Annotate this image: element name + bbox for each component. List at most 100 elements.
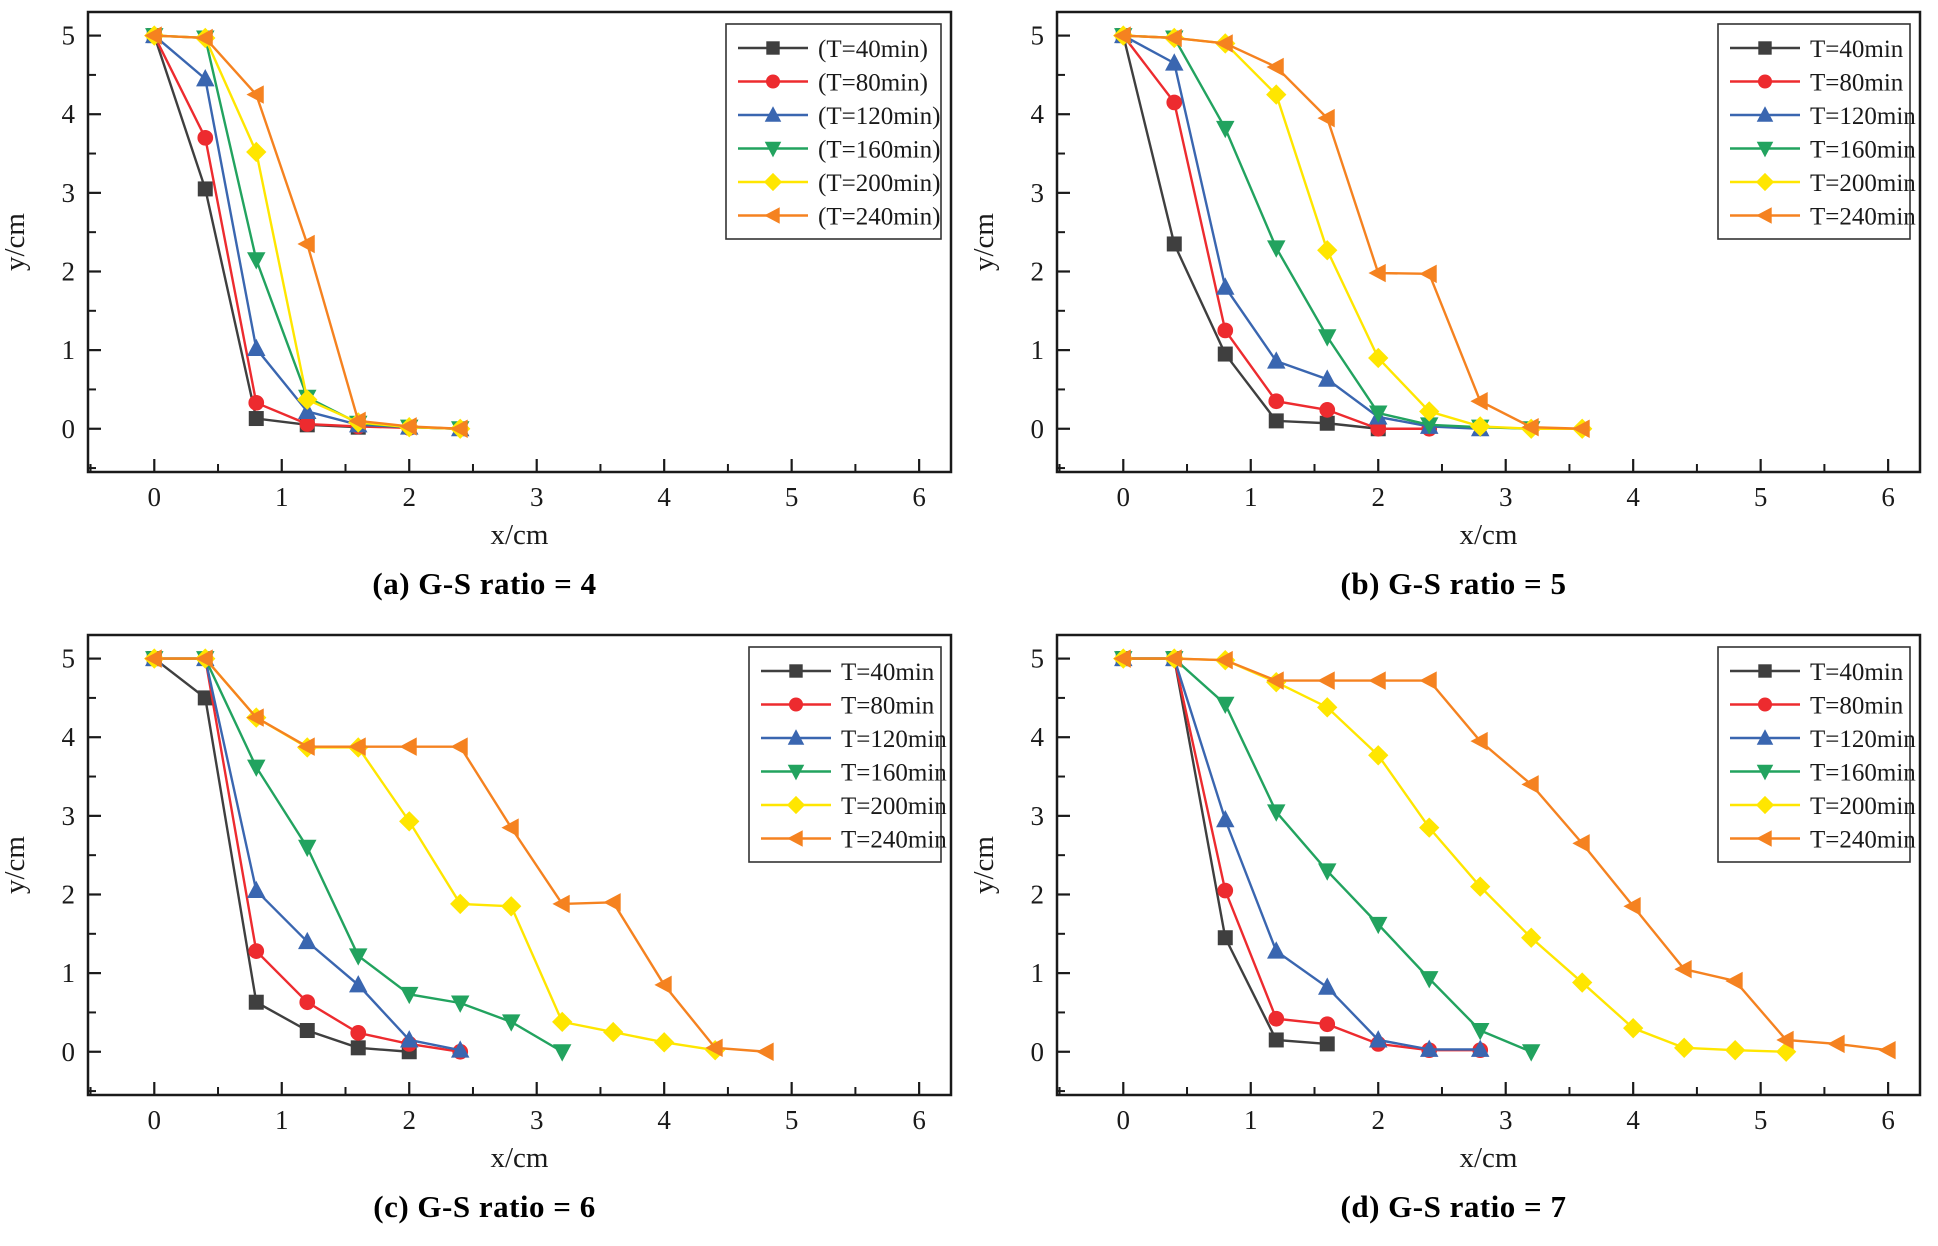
x-tick-label: 3 — [1499, 1105, 1513, 1135]
legend-label: T=40min — [1810, 659, 1904, 686]
series-marker-T=120min — [400, 1030, 419, 1048]
legend-label: (T=160min) — [818, 137, 940, 164]
x-tick-label: 4 — [657, 1105, 671, 1135]
series-marker-T=160min — [298, 839, 317, 858]
series-marker-T=80min — [1217, 322, 1234, 339]
series-marker-T=160min — [247, 759, 266, 777]
legend-label: T=120min — [1810, 103, 1916, 130]
y-tick-label: 3 — [62, 801, 76, 831]
series-marker-T=40min — [248, 994, 264, 1010]
legend-label: T=40min — [1810, 36, 1904, 63]
series-marker-(T=80min) — [197, 129, 214, 146]
x-tick-label: 2 — [1371, 482, 1385, 512]
legend: T=40min T=80min T=120min T=160min T=200min T=… — [1717, 646, 1916, 863]
series-marker-T=120min — [1216, 809, 1235, 828]
series-marker-T=200min — [654, 1032, 675, 1053]
legend-label: T=80min — [1810, 693, 1904, 720]
legend-label: T=200min — [1810, 170, 1916, 197]
series-marker-T=200min — [450, 893, 471, 915]
x-tick-label: 2 — [402, 482, 416, 512]
x-tick-label: 0 — [1117, 1105, 1131, 1135]
legend-marker-T=120min — [787, 729, 805, 745]
panel-d: 0 1 2 3 4 5 6 0 1 2 3 4 5 x/cm y/cm T=40min T=80min T=120… — [969, 623, 1938, 1246]
legend-marker-T=120min — [1756, 729, 1774, 745]
series-marker-T=80min — [1319, 1016, 1336, 1033]
y-axis-label: y/cm — [0, 836, 31, 894]
series-marker-T=160min — [400, 986, 419, 1005]
x-tick-label: 1 — [275, 482, 289, 512]
series-line-T=240min — [1123, 34, 1583, 430]
legend-marker-(T=160min) — [764, 141, 782, 158]
y-tick-label: 1 — [1031, 958, 1045, 988]
series-marker-(T=240min) — [450, 419, 468, 438]
series-marker-T=240min — [1317, 108, 1335, 128]
legend-marker-T=160min — [1756, 141, 1774, 158]
y-tick-label: 1 — [62, 958, 76, 988]
x-tick-label: 6 — [912, 482, 926, 512]
series-marker-T=200min — [1419, 817, 1440, 838]
y-axis-label: y/cm — [0, 213, 31, 271]
series-marker-T=240min — [1266, 57, 1284, 77]
legend-marker-T=80min — [1757, 697, 1773, 712]
series-marker-(T=120min) — [298, 401, 317, 419]
x-tick-label: 2 — [402, 1105, 416, 1135]
series-marker-T=160min — [1318, 863, 1337, 881]
y-tick-label: 5 — [1031, 644, 1045, 674]
series-marker-T=120min — [1369, 1030, 1388, 1048]
series-marker-T=40min — [1268, 1032, 1284, 1048]
series-marker-(T=240min) — [144, 26, 162, 45]
series-marker-T=200min — [1521, 927, 1542, 948]
series-marker-T=160min — [1470, 1023, 1490, 1041]
series-marker-T=120min — [1318, 369, 1337, 387]
legend-marker-T=160min — [1756, 764, 1774, 781]
series-line-T=80min — [1123, 657, 1481, 1052]
x-tick-label: 5 — [785, 482, 799, 512]
series-marker-T=160min — [1369, 916, 1388, 935]
x-tick-label: 3 — [530, 1105, 544, 1135]
series-marker-T=200min — [1623, 1018, 1644, 1039]
series-marker-(T=120min) — [196, 69, 215, 87]
series-marker-T=200min — [1470, 876, 1491, 897]
panel-b: 0 1 2 3 4 5 6 0 1 2 3 4 5 x/cm y/cm T=40min T=80min T=120… — [969, 0, 1938, 623]
y-tick-label: 4 — [1031, 722, 1045, 752]
series-marker-T=240min — [1623, 897, 1641, 916]
series-marker-T=240min — [705, 1038, 723, 1058]
series-marker-T=80min — [1319, 402, 1336, 418]
series-marker-T=240min — [1266, 671, 1284, 690]
series-marker-(T=240min) — [399, 417, 417, 436]
series-marker-T=240min — [1215, 34, 1233, 53]
series-marker-T=160min — [1419, 971, 1439, 989]
x-tick-label: 0 — [1117, 482, 1131, 512]
series-line-T=40min — [1122, 35, 1379, 430]
series-marker-T=160min — [349, 948, 368, 966]
series-line-T=120min — [1123, 657, 1481, 1051]
series-line-T=40min — [153, 657, 410, 1053]
x-axis-label: x/cm — [1460, 1142, 1518, 1174]
series-marker-T=200min — [603, 1021, 624, 1043]
legend-marker-(T=80min) — [765, 74, 781, 89]
y-tick-label: 4 — [62, 722, 76, 752]
x-tick-label: 3 — [1499, 482, 1513, 512]
x-tick-label: 3 — [530, 482, 544, 512]
y-tick-label: 0 — [1031, 414, 1045, 444]
series-marker-T=240min — [246, 708, 264, 727]
x-axis-label: x/cm — [491, 519, 549, 551]
series-marker-T=80min — [1268, 393, 1285, 410]
x-tick-label: 1 — [1244, 1105, 1258, 1135]
legend: T=40min T=80min T=120min T=160min T=200min T=… — [1717, 23, 1916, 240]
series-marker-T=160min — [1369, 405, 1388, 423]
y-tick-label: 2 — [62, 256, 76, 286]
legend-label: T=40min — [841, 659, 935, 686]
series-marker-T=240min — [1674, 959, 1692, 979]
x-tick-label: 0 — [148, 482, 162, 512]
series-marker-T=240min — [1368, 263, 1386, 283]
series-marker-T=120min — [1216, 277, 1235, 295]
series-marker-T=40min — [1319, 1036, 1335, 1052]
series-marker-T=200min — [1317, 697, 1338, 718]
series-marker-T=120min — [1470, 1039, 1490, 1057]
series-marker-T=240min — [1317, 671, 1335, 690]
x-axis-label: x/cm — [491, 1142, 549, 1174]
series-marker-T=80min — [1166, 94, 1183, 111]
plot-area: 0 1 2 3 4 5 6 0 1 2 3 4 5 x/cm y/cm — [0, 633, 953, 1174]
series-marker-T=200min — [1266, 84, 1287, 105]
